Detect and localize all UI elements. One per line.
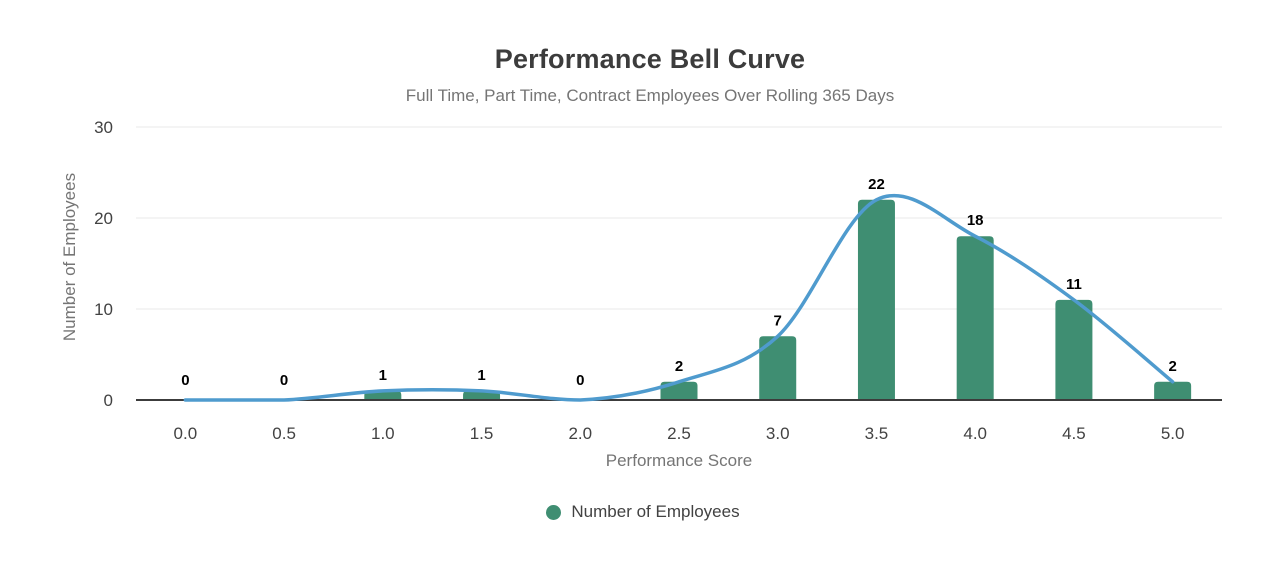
bar-value-label: 2	[1168, 358, 1176, 375]
bar-value-label: 11	[1066, 276, 1082, 293]
legend-label: Number of Employees	[571, 502, 740, 521]
x-tick-label: 2.0	[568, 424, 592, 443]
x-tick-label: 0.0	[174, 424, 198, 443]
x-tick-label: 3.5	[865, 424, 889, 443]
bar[interactable]	[857, 199, 895, 400]
bar[interactable]	[956, 236, 994, 400]
legend[interactable]: Number of Employees	[0, 502, 1286, 522]
legend-marker-circle	[546, 504, 562, 520]
bar[interactable]	[1154, 381, 1192, 400]
bar-value-label: 1	[477, 367, 485, 384]
x-axis-title: Performance Score	[605, 451, 753, 470]
x-tick-label: 0.5	[272, 424, 296, 443]
chart-subtitle: Full Time, Part Time, Contract Employees…	[405, 86, 895, 105]
bar-value-label: 0	[576, 372, 584, 389]
y-tick-label: 10	[94, 300, 113, 319]
x-tick-label: 4.0	[963, 424, 987, 443]
bell-curve-line	[183, 193, 1175, 402]
x-tick-label: 3.0	[766, 424, 790, 443]
bar[interactable]	[759, 336, 797, 400]
bar-value-label: 0	[280, 372, 288, 389]
chart-title: Performance Bell Curve	[494, 44, 806, 74]
bar[interactable]	[1055, 299, 1093, 400]
x-tick-label: 5.0	[1161, 424, 1185, 443]
bar-value-label: 1	[379, 367, 387, 384]
bar-value-label: 2	[675, 358, 683, 375]
bar-value-label: 0	[181, 372, 189, 389]
bar-value-label: 22	[868, 176, 885, 193]
x-tick-label: 1.0	[371, 424, 395, 443]
bar-value-label: 18	[967, 212, 984, 229]
y-tick-label: 30	[94, 118, 113, 137]
y-tick-label: 20	[94, 209, 113, 228]
bar-value-label: 7	[774, 312, 782, 329]
x-tick-label: 2.5	[667, 424, 691, 443]
y-tick-label: 0	[104, 391, 113, 410]
x-tick-label: 1.5	[470, 424, 494, 443]
x-tick-label: 4.5	[1062, 424, 1086, 443]
